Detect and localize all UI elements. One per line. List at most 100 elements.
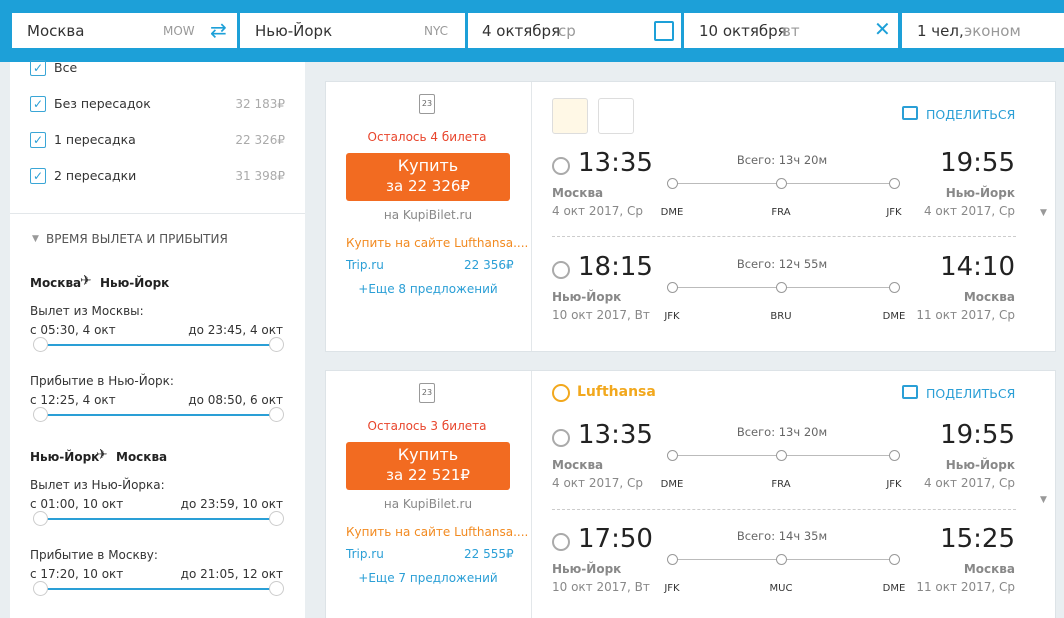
dep-time: 18:15	[578, 252, 653, 282]
route-from: Нью-Йорк	[30, 450, 100, 464]
search-field[interactable]: 1 чел, эконом	[902, 13, 1064, 48]
checkbox[interactable]: ✓	[30, 168, 46, 184]
date-back: 10 октября	[699, 22, 787, 40]
stop-dot	[667, 554, 678, 565]
dep-date: 10 окт 2017, Вт	[552, 580, 650, 594]
stop-dot	[889, 282, 900, 293]
plane-icon: ✈	[96, 447, 108, 463]
stop-dot	[889, 178, 900, 189]
stop-dot	[776, 554, 787, 565]
share-icon[interactable]	[902, 106, 918, 120]
share-icon[interactable]	[902, 385, 918, 399]
to-city: Нью-Йорк	[255, 22, 333, 40]
route-from: Москва	[30, 276, 82, 290]
stop-dot	[889, 450, 900, 461]
airline-link[interactable]: Купить на сайте Lufthansa....	[346, 525, 529, 539]
more-offers[interactable]: +Еще 7 предложений	[358, 571, 498, 585]
buy-label: Купить	[397, 156, 459, 175]
dep-city: Москва	[552, 186, 604, 200]
slider-max: до 23:59, 10 окт	[180, 497, 283, 511]
slider-handle[interactable]	[269, 581, 284, 596]
stop-dot	[667, 178, 678, 189]
airport-code: DME	[882, 583, 906, 594]
airline-name: Lufthansa	[577, 384, 656, 400]
slider-min: с 01:00, 10 окт	[30, 497, 124, 511]
airline-link[interactable]: Купить на сайте Lufthansa....	[346, 236, 529, 250]
expand-arrow[interactable]: ▼	[1040, 208, 1047, 218]
alt-site[interactable]: Trip.ru	[346, 258, 384, 272]
search-field[interactable]: 4 октября ср	[468, 13, 681, 48]
airport-code: JFK	[886, 479, 902, 490]
divider	[10, 213, 305, 214]
search-field[interactable]: Москва MOW ⇄	[12, 13, 237, 48]
slider-label: Вылет из Москвы:	[30, 304, 144, 318]
dep-time: 17:50	[578, 524, 653, 554]
stop-dot	[667, 282, 678, 293]
checkbox[interactable]: ✓	[30, 132, 46, 148]
search-field[interactable]: 10 октября вт ✕	[684, 13, 898, 48]
arr-date: 4 окт 2017, Ср	[923, 476, 1015, 490]
plane-icon: ✈	[80, 273, 92, 289]
checkbox[interactable]: ✓	[30, 96, 46, 112]
leg-icon	[552, 533, 570, 551]
section-title: ВРЕМЯ ВЫЛЕТА И ПРИБЫТИЯ	[46, 232, 228, 246]
search-field[interactable]: Нью-Йорк NYC	[240, 13, 465, 48]
buy-button[interactable]: Купить за 22 326₽	[346, 153, 510, 201]
stop-dot	[776, 450, 787, 461]
dep-time: 13:35	[578, 148, 653, 178]
slider-handle[interactable]	[33, 511, 48, 526]
slider-handle[interactable]	[269, 511, 284, 526]
clear-icon[interactable]: ✕	[874, 17, 891, 41]
checkbox[interactable]: ✓	[30, 60, 46, 76]
alt-price[interactable]: 22 555₽	[464, 547, 514, 561]
buy-label: Купить	[397, 445, 459, 464]
leg-icon	[552, 429, 570, 447]
leg-icon	[552, 261, 570, 279]
stop-label: Без пересадок	[54, 96, 151, 111]
alt-site[interactable]: Trip.ru	[346, 547, 384, 561]
collapse-arrow: ▼	[32, 234, 39, 244]
slider-handle[interactable]	[269, 407, 284, 422]
calendar-icon	[654, 21, 674, 41]
stop-dot	[889, 554, 900, 565]
more-offers[interactable]: +Еще 8 предложений	[358, 282, 498, 296]
slider-max: до 21:05, 12 окт	[180, 567, 283, 581]
airline-logo	[598, 98, 634, 134]
ticket-card: 23 Осталось 3 билета Купить за 22 521₽ на Ku…	[325, 370, 1056, 618]
slider-max: до 23:45, 4 окт	[188, 323, 283, 337]
swap-icon: ⇄	[210, 18, 227, 42]
arr-city: Москва	[963, 290, 1015, 304]
arr-time: 15:25	[940, 524, 1015, 554]
airline-logo	[552, 384, 570, 402]
arr-time: 14:10	[940, 252, 1015, 282]
dep-date: 4 окт 2017, Ср	[552, 204, 644, 218]
slider-handle[interactable]	[33, 407, 48, 422]
route-to: Москва	[116, 450, 168, 464]
slider-label: Прибытие в Москву:	[30, 548, 158, 562]
airport-code: JFK	[664, 583, 680, 594]
slider-track	[40, 414, 276, 416]
alt-price[interactable]: 22 356₽	[464, 258, 514, 272]
total-time: Всего: 12ч 55м	[736, 257, 828, 271]
slider-handle[interactable]	[269, 337, 284, 352]
buy-panel	[326, 371, 532, 618]
expand-arrow[interactable]: ▼	[1040, 495, 1047, 505]
share[interactable]: ПОДЕЛИТЬСЯ	[926, 386, 1016, 401]
share[interactable]: ПОДЕЛИТЬСЯ	[926, 107, 1016, 122]
stop-price: 22 326₽	[235, 133, 285, 147]
total-time: Всего: 14ч 35м	[736, 529, 828, 543]
arr-time: 19:55	[940, 148, 1015, 178]
slider-handle[interactable]	[33, 337, 48, 352]
total-time: Всего: 13ч 20м	[736, 153, 828, 167]
arr-city: Нью-Йорк	[945, 186, 1015, 200]
buy-button[interactable]: Купить за 22 521₽	[346, 442, 510, 490]
slider-handle[interactable]	[33, 581, 48, 596]
passengers: 1 чел,	[917, 22, 964, 40]
slider-min: с 05:30, 4 окт	[30, 323, 116, 337]
airport-code: DME	[882, 311, 906, 322]
airport-code: DME	[660, 207, 684, 218]
airport-code: JFK	[664, 311, 680, 322]
cabin: эконом	[964, 22, 1021, 40]
buy-price: за 22 521₽	[386, 466, 470, 484]
